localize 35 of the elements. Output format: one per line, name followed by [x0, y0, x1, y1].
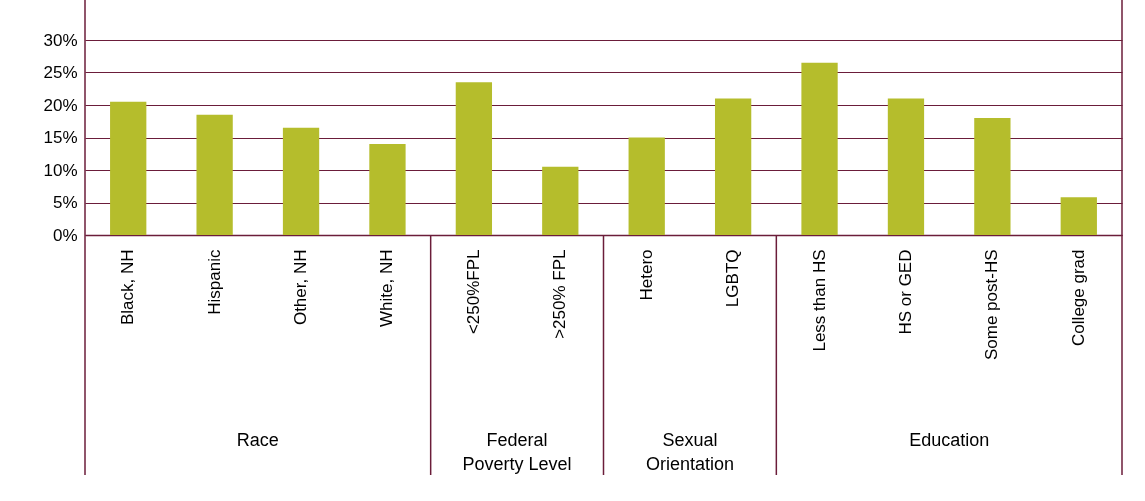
x-tick-label: >250% FPL — [550, 249, 570, 339]
bar — [887, 98, 925, 235]
bar — [369, 144, 406, 235]
y-tick-label: 25% — [43, 63, 78, 82]
bar — [196, 114, 233, 235]
x-tick-label: Hetero — [636, 249, 656, 301]
x-tick-label: HS or GED — [895, 249, 915, 335]
y-tick-label: 30% — [43, 30, 78, 50]
x-tick-label: Some post-HS — [982, 249, 1002, 361]
y-tick-label: 0% — [52, 225, 78, 245]
bar — [1060, 197, 1097, 235]
bar — [542, 166, 579, 235]
x-tick-label: Hispanic — [204, 249, 224, 315]
y-tick-label: 5% — [52, 193, 78, 212]
text: Sexual Orientation — [645, 430, 734, 474]
x-tick-label: Less than HS — [809, 249, 829, 352]
x-tick-label: Other, NH — [291, 249, 311, 326]
bar — [714, 98, 752, 235]
x-tick-label: White, NH — [377, 249, 397, 327]
y-tick-label: 10% — [43, 160, 78, 180]
bar — [110, 101, 147, 235]
bar — [282, 127, 320, 235]
bar — [628, 137, 665, 235]
bar — [974, 118, 1011, 235]
bar — [455, 82, 493, 235]
x-tick-label: College grad — [1068, 249, 1088, 346]
y-tick-label: 20% — [43, 95, 78, 115]
x-tick-label: <250%FPL — [463, 249, 483, 335]
bar — [801, 62, 838, 235]
text: Race — [236, 430, 279, 450]
x-tick-label: Black, NH — [118, 249, 138, 326]
y-tick-label: 15% — [43, 128, 78, 147]
x-tick-label: LGBTQ — [723, 249, 743, 308]
text: Education — [909, 430, 990, 450]
text: Federal Poverty Level — [462, 430, 572, 474]
